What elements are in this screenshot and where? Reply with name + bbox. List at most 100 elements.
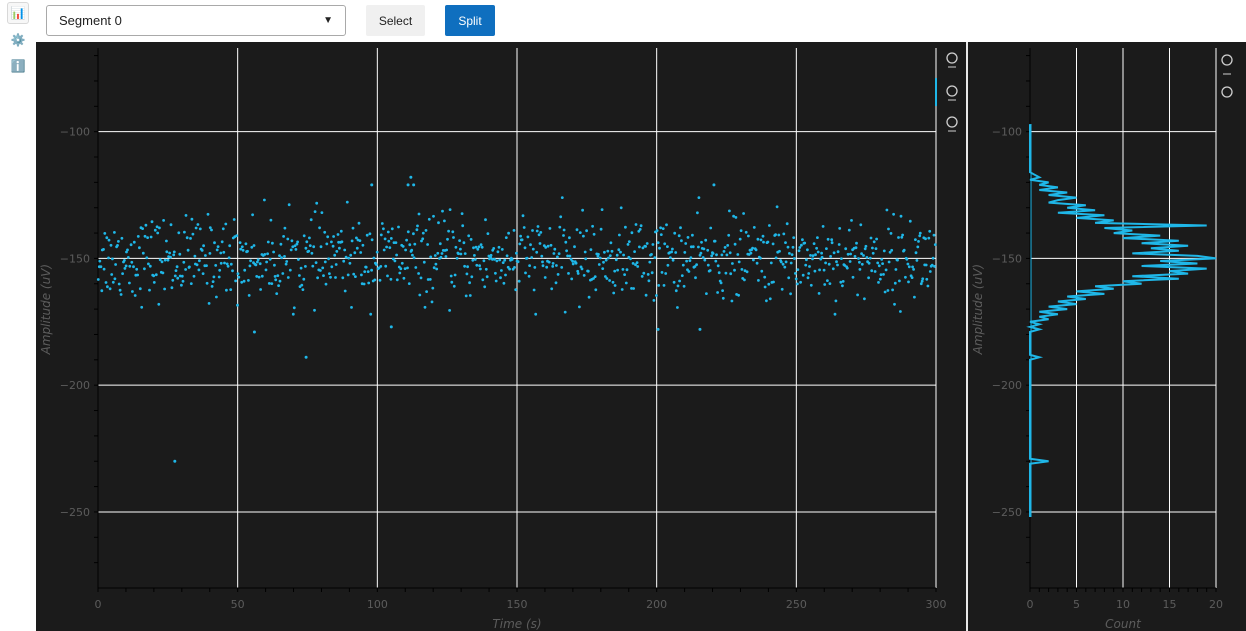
info-icon[interactable]: ℹ️ [10,59,26,73]
y-tick-label: −150 [992,252,1022,265]
scatter-point [846,252,850,256]
scatter-point [651,243,655,246]
x-axis-label: Time (s) [492,617,541,631]
scatter-point [844,247,848,251]
scatter-point [916,245,920,249]
scatter-point [892,212,895,216]
x-tick-label: 250 [786,598,807,611]
split-button[interactable]: Split [445,5,495,36]
scatter-point [877,264,881,268]
scatter-point [466,265,469,269]
scatter-point [663,242,667,246]
scatter-point [408,243,412,247]
scatter-point [136,235,140,238]
scatter-point [863,247,867,251]
gear-icon[interactable]: ⚙️ [10,33,26,47]
scatter-point [747,234,750,238]
scatter-point [219,261,223,265]
scatter-point [102,248,105,251]
scatter-point [614,258,618,262]
scatter-point [719,281,723,285]
scatter-point [111,280,115,284]
scatter-point [786,245,790,249]
box-zoom-icon[interactable] [946,85,958,101]
scatter-point [548,227,552,230]
scatter-point [477,245,481,249]
scatter-point [918,231,922,235]
scatter-point [774,256,778,260]
scatter-point [686,236,690,239]
scatter-point [308,236,311,240]
reset-icon[interactable] [946,116,958,132]
scatter-point [629,257,632,261]
scatter-point [386,274,389,278]
scatter-point [195,263,199,267]
scatter-point [107,238,111,242]
scatter-point [177,231,181,235]
scatter-point [555,264,558,267]
plot-toolbar[interactable] [1221,54,1233,98]
scatter-point [666,245,669,249]
scatter-point [360,273,363,277]
scatter-point [623,273,626,276]
scatter-point [580,267,584,271]
scatter-point [772,280,775,284]
scatter-point [316,276,319,280]
scatter-point [706,263,710,267]
scatter-point [918,234,922,238]
chart-icon[interactable]: 📊 [7,2,29,24]
scatter-point [470,275,474,279]
scatter-point [462,241,466,245]
scatter-point [119,293,123,296]
wheel-zoom-icon[interactable] [946,52,958,68]
scatter-point [738,237,742,241]
scatter-point [826,279,829,282]
scatter-point [760,269,764,273]
scatter-point [281,272,285,275]
select-button[interactable]: Select [366,5,425,36]
reset-icon[interactable] [1221,86,1233,98]
box-zoom-icon[interactable] [1221,54,1233,66]
scatter-point [169,223,173,227]
scatter-point [768,224,771,227]
segment-select[interactable]: Segment 0 ▼ [46,5,346,36]
plot-toolbar[interactable] [935,52,958,132]
histogram-plot[interactable]: 0 5 10 15 20 −100 −150 −200 −250 Count Amplitude (… [968,42,1246,631]
scatter-point [856,293,859,297]
scatter-point [480,245,484,249]
scatter-point [650,253,653,256]
scatter-point [615,253,619,257]
scatter-point [335,250,339,253]
scatter-point [369,312,373,316]
x-tick-label: 50 [231,598,245,611]
scatter-point [499,276,502,280]
scatter-point [259,288,262,291]
scatter-point [915,259,919,262]
scatter-point [390,227,394,231]
scatter-point [532,288,536,292]
scatter-point [796,282,799,286]
scatter-point [713,239,717,243]
scatter-point [665,223,668,227]
scatter-point [415,228,419,232]
scatter-point [639,224,643,228]
scatter-point [774,233,777,237]
scatter-point [833,312,837,316]
scatter-point [492,247,496,250]
scatter-point [202,244,206,248]
scatter-point [330,240,333,244]
scatter-point [836,250,840,254]
scatter-point [535,250,539,254]
scatter-point [174,269,178,272]
scatter-point [329,275,332,279]
scatter-point [501,261,505,264]
scatter-plot[interactable]: 0 50 100 150 200 250 300 −100 −150 −200 −250 Time (… [36,42,966,631]
scatter-point [809,283,813,287]
scatter-point [302,277,306,281]
scatter-point [284,262,288,266]
scatter-point [269,218,273,222]
scatter-point [307,249,311,253]
scatter-point [754,248,758,252]
scatter-point [784,260,788,264]
scatter-point [345,200,349,204]
